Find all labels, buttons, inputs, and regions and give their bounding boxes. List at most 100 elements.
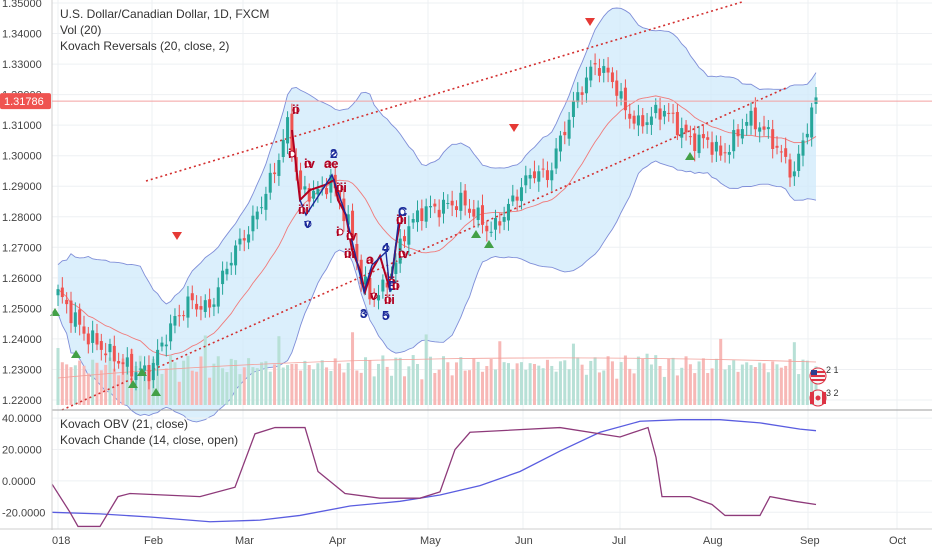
candle-body [498,221,502,226]
wave-point [370,292,378,300]
candle-body [805,133,809,138]
candle-body [277,160,281,176]
price-tick-label: 1.26000 [2,273,42,285]
legend-kovach-chande[interactable]: Kovach Chande (14, close, open) [60,433,238,447]
candle-body [775,145,779,148]
volume-bar [69,367,73,405]
price-axis[interactable]: 1.350001.340001.330001.320001.310001.300… [2,0,42,407]
candle-body [584,77,588,94]
volume-bar [164,368,168,405]
candle-body [216,287,220,307]
wave-label: i [336,224,340,239]
candle-body [597,68,601,76]
volume-bar [814,366,818,405]
volume-bar [554,371,558,405]
volume-bar [506,363,510,405]
volume-bar [377,363,381,405]
wave-point [398,208,406,216]
legend-kovach-obv[interactable]: Kovach OBV (21, close) [60,417,188,431]
volume-bar [264,361,268,405]
legend-kovach-reversals[interactable]: Kovach Reversals (20, close, 2) [60,39,229,53]
volume-bar [56,348,60,405]
price-tick-label: 1.23000 [2,364,42,376]
volume-bar [459,357,463,405]
candle-body [732,130,736,152]
candle-body [745,121,749,126]
volume-bar [160,373,164,405]
time-axis[interactable]: 018 Feb Mar Apr May Jun Jul Aug Sep Oct [52,535,906,547]
wave-point [384,296,392,304]
candle-body [268,172,272,193]
candle-body [151,362,155,381]
wave-label: iv [304,156,316,171]
candle-body [420,208,424,222]
candle-body [394,262,398,275]
volume-bar [745,362,749,405]
time-tick-label: Feb [144,535,163,547]
volume-bar [645,353,649,405]
candle-body [667,112,671,114]
candle-body [792,171,796,177]
volume-bar [390,375,394,405]
candle-body [173,316,177,326]
reversal-up-marker [128,380,138,388]
volume-bar [727,365,731,405]
volume-bar [710,368,714,405]
volume-bar [86,373,90,405]
bollinger-band [57,7,817,423]
candle-body [762,126,766,130]
candle-body [693,133,697,151]
volume-bar [117,375,121,405]
candle-body [476,207,480,220]
volume-bar [385,366,389,405]
price-tick-label: 1.31000 [2,120,42,132]
candle-body [758,127,762,132]
candle-body [169,323,173,342]
volume-bar [576,357,580,405]
candle-body [195,303,199,310]
reversal-down-marker [172,232,182,240]
volume-bar [450,375,454,405]
volume-bar [199,356,203,405]
volume-bar [143,365,147,405]
volume-bar [485,366,489,405]
current-price-tag [0,93,51,110]
volume-bar [693,373,697,405]
volume-bar [701,358,705,405]
wave-point [382,244,390,252]
wave-point [382,312,390,320]
wave-label: ii [392,278,399,293]
volume-bar [602,370,606,405]
wave-point [398,250,406,258]
volume-bar [805,360,809,405]
wave-point [336,228,344,236]
obv-line [51,419,817,523]
price-tick-label: 1.29000 [2,181,42,193]
volume-bar [775,364,779,405]
candle-body [125,357,129,367]
wave-point [330,150,338,158]
volume-bar [108,357,112,405]
candle-body [82,326,86,334]
volume-bar [740,364,744,405]
volume-ma [57,357,817,379]
volume-bar [95,362,99,405]
volume-bar [182,360,186,405]
legend-vol[interactable]: Vol (20) [60,23,101,37]
candle-body [316,188,320,195]
volume-bar [82,365,86,405]
candle-body [810,107,814,138]
oscillator-axis[interactable]: 40.0000 20.0000 0.0000 -20.0000 [2,413,45,519]
candle-body [143,365,147,371]
volume-bar [667,358,671,405]
volume-bar [138,355,142,405]
volume-bar [675,375,679,405]
volume-bar [320,360,324,405]
wave-point [298,206,306,214]
candle-body [286,117,290,144]
wave-point [288,150,296,158]
volume-bar [753,367,757,405]
candle-body [385,282,389,288]
candle-body [649,116,653,125]
